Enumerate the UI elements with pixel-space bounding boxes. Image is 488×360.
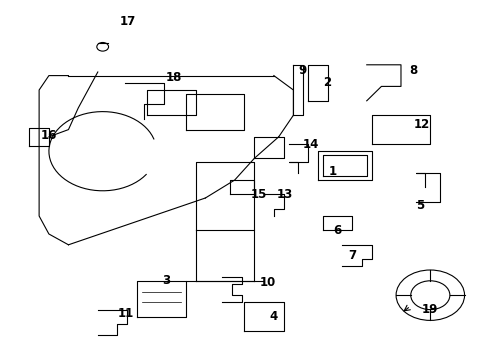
Text: 3: 3 bbox=[162, 274, 170, 287]
Text: 17: 17 bbox=[120, 15, 136, 28]
Text: 7: 7 bbox=[347, 249, 355, 262]
Text: 11: 11 bbox=[118, 307, 134, 320]
Text: 4: 4 bbox=[269, 310, 277, 323]
Text: 10: 10 bbox=[259, 276, 276, 289]
Text: 15: 15 bbox=[250, 188, 267, 201]
Text: 16: 16 bbox=[41, 129, 57, 141]
Text: 1: 1 bbox=[328, 165, 336, 177]
Text: 12: 12 bbox=[412, 118, 429, 131]
Text: 14: 14 bbox=[302, 138, 318, 150]
Text: 6: 6 bbox=[333, 224, 341, 237]
Text: 9: 9 bbox=[298, 64, 305, 77]
Text: 13: 13 bbox=[276, 188, 292, 201]
Text: 8: 8 bbox=[408, 64, 416, 77]
Text: 19: 19 bbox=[421, 303, 438, 316]
Text: 5: 5 bbox=[416, 199, 424, 212]
Text: 2: 2 bbox=[323, 76, 331, 89]
Text: 18: 18 bbox=[165, 71, 182, 84]
